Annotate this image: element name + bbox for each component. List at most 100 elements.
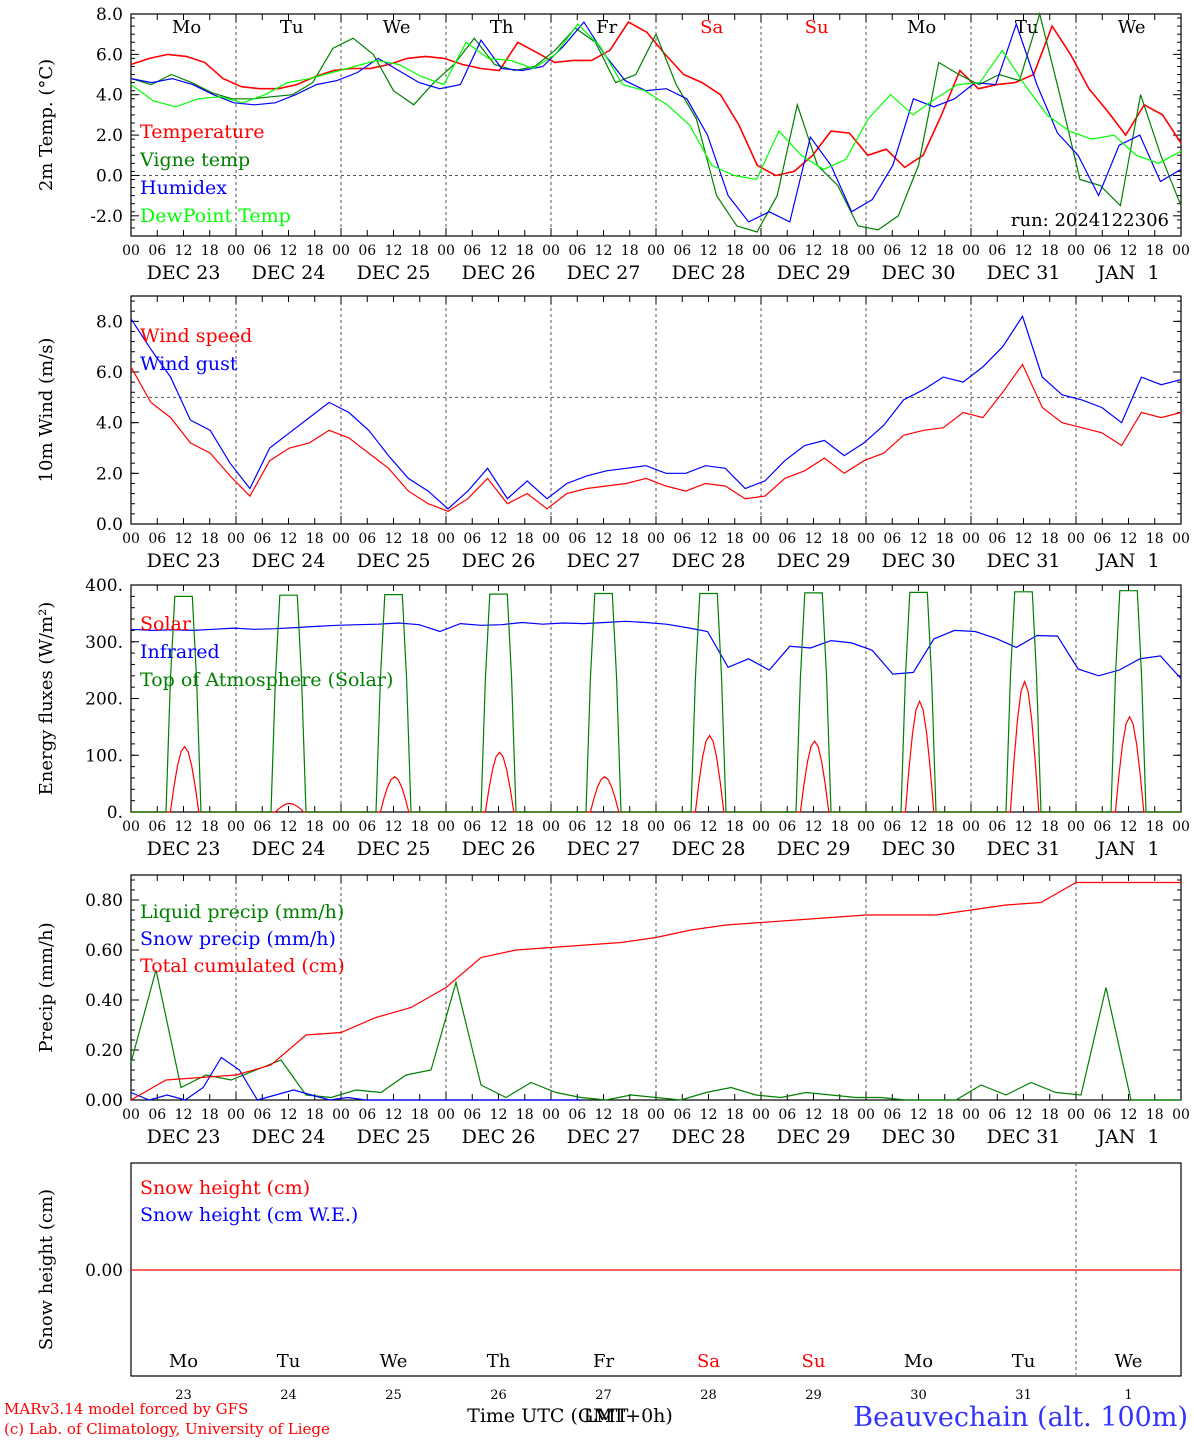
x-hour-label: 06 [778,819,796,835]
x-hour-label: 18 [1146,243,1164,259]
x-hour-label: 00 [1067,1107,1085,1123]
x-date-label: DEC 24 [252,838,326,860]
x-hour-label: 06 [778,531,796,547]
x-date-label: DEC 26 [462,262,536,284]
x-hour-label: 12 [910,1107,928,1123]
legend-entry: Infrared [140,641,220,663]
x-hour-label: 12 [910,819,928,835]
x-date-label: JAN 1 [1095,1126,1159,1148]
x-hour-label: 12 [385,819,403,835]
y-tick-label: 0.60 [85,941,123,961]
station-name: Beauvechain (alt. 100m) [853,1402,1188,1433]
x-hour-label: 06 [673,819,691,835]
series-line-total-cumulated-cm- [130,881,1181,1101]
x-hour-label: 06 [358,819,376,835]
x-hour-label: 06 [883,819,901,835]
x-hour-label: 18 [1146,819,1164,835]
x-date-label: DEC 30 [882,550,956,572]
x-hour-label: 00 [647,819,665,835]
x-date-label: DEC 28 [672,838,746,860]
series-line-humidex [130,21,1182,223]
x-hour-label: 06 [883,531,901,547]
x-hour-label: 12 [385,1107,403,1123]
x-hour-label: 00 [1067,243,1085,259]
y-axis-label: 10m Wind (m/s) [36,338,57,483]
x-hour-label: 06 [988,243,1006,259]
weekday-label: We [1118,17,1146,38]
x-hour-label: 12 [385,531,403,547]
x-date-label: DEC 31 [987,550,1061,572]
x-day-number: 23 [175,1388,192,1403]
y-tick-label: 2.0 [96,464,123,484]
weekday-label: Sa [697,1351,720,1372]
x-hour-label: 18 [516,819,534,835]
y-tick-label: 0.0 [96,166,123,186]
x-date-label: DEC 25 [357,550,431,572]
y-tick-label: 0.0 [96,515,123,535]
x-hour-label: 00 [542,531,560,547]
x-hour-label: 06 [148,531,166,547]
run-annotation: run: 2024122306 [1011,210,1169,231]
weekday-label: Tu [277,1351,301,1372]
x-hour-label: 18 [516,531,534,547]
weekday-label: Su [802,1351,826,1372]
x-hour-label: 06 [148,819,166,835]
x-hour-label: 06 [778,1107,796,1123]
x-hour-label: 12 [700,531,718,547]
series-line-vigne-temp [130,11,1182,233]
x-hour-label: 12 [1015,819,1033,835]
x-hour-label: 06 [253,819,271,835]
x-date-label: DEC 25 [357,838,431,860]
y-tick-label: 2.0 [96,126,123,146]
y-axis-label: 2m Temp. (°C) [36,59,57,191]
x-hour-label: 12 [490,243,508,259]
x-hour-label: 00 [1172,243,1190,259]
x-hour-label: 12 [805,819,823,835]
x-hour-label: 06 [358,531,376,547]
y-tick-label: 6.0 [96,363,123,383]
x-hour-label: 00 [857,819,875,835]
weekday-label: We [383,17,411,38]
x-date-label: DEC 31 [987,1126,1061,1148]
x-hour-label: 12 [805,1107,823,1123]
x-hour-label: 18 [726,243,744,259]
x-hour-label: 18 [831,531,849,547]
x-hour-label: 12 [1015,243,1033,259]
x-date-label: DEC 23 [147,262,221,284]
x-hour-label: 18 [201,819,219,835]
x-hour-label: 18 [306,531,324,547]
x-day-number: 26 [490,1388,507,1403]
x-hour-label: 06 [358,243,376,259]
x-day-number: 1 [1124,1388,1132,1403]
x-hour-label: 12 [385,243,403,259]
x-hour-label: 06 [778,243,796,259]
x-date-label: DEC 29 [777,838,851,860]
x-hour-label: 12 [910,531,928,547]
y-tick-label: 6.0 [96,45,123,65]
x-hour-label: 12 [700,243,718,259]
x-day-number: 30 [910,1388,927,1403]
x-hour-label: 18 [1146,1107,1164,1123]
x-date-label: DEC 23 [147,838,221,860]
legend-entry: Snow height (cm W.E.) [140,1204,358,1226]
x-hour-label: 18 [201,243,219,259]
x-hour-label: 00 [437,819,455,835]
legend-entry: Wind gust [140,353,238,375]
x-hour-label: 12 [1120,243,1138,259]
legend-entry: Total cumulated (cm) [140,955,345,977]
y-axis-label: Snow height (cm) [36,1189,57,1350]
series-line-dewpoint-temp [130,23,1182,181]
x-hour-label: 12 [280,819,298,835]
x-hour-label: 18 [201,531,219,547]
x-date-label: DEC 29 [777,1126,851,1148]
x-hour-label: 00 [857,531,875,547]
x-hour-label: 06 [148,243,166,259]
x-hour-label: 00 [647,243,665,259]
x-hour-label: 12 [280,531,298,547]
x-hour-label: 18 [936,243,954,259]
x-hour-label: 18 [621,243,639,259]
x-hour-label: 12 [175,819,193,835]
series-line-wind-speed [130,363,1182,512]
y-tick-label: 0.80 [85,891,123,911]
x-day-number: 27 [595,1388,612,1403]
